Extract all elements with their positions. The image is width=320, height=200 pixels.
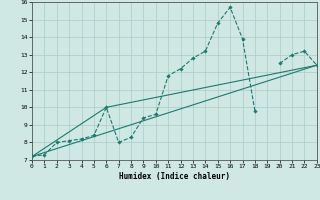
- X-axis label: Humidex (Indice chaleur): Humidex (Indice chaleur): [119, 172, 230, 181]
